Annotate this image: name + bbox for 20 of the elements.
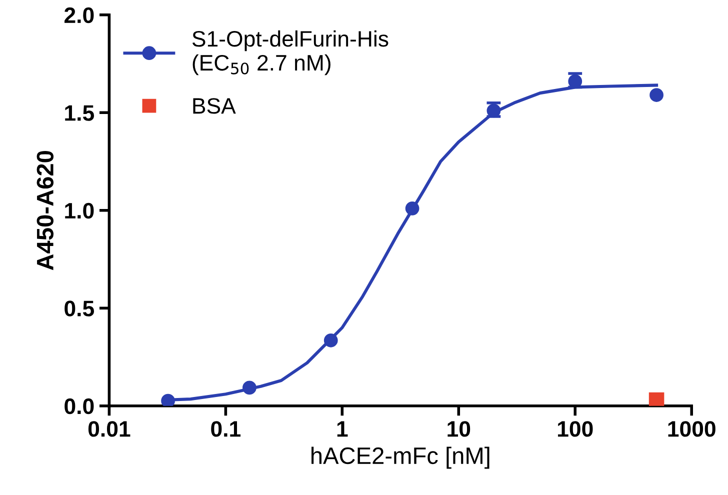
x-axis-title: hACE2-mFc [nM]	[312, 446, 490, 469]
y-tick-label: 1.0	[65, 202, 94, 219]
x-tick-label: 100	[558, 421, 593, 437]
y-axis-title: A450-A620	[36, 150, 54, 270]
legend-label: BSA	[193, 98, 236, 114]
x-tick-label: 0.01	[88, 421, 130, 437]
y-tick-label: 2.0	[64, 7, 94, 24]
y-tick-label: 0.0	[64, 398, 94, 414]
point	[405, 201, 420, 216]
x-tick-label: 1000	[668, 421, 716, 437]
point	[324, 333, 338, 348]
point	[242, 380, 256, 395]
y-tick-label: 1.5	[65, 105, 94, 121]
legend-label: S1-Opt-delFurin-His (EC$_{50}$ 2.7 nM)	[192, 30, 388, 76]
point	[650, 88, 664, 102]
point	[161, 394, 175, 406]
x-tick-label: 0.1	[211, 421, 241, 437]
x-tick-label: 10	[448, 421, 470, 437]
y-tick-label: 0.5	[64, 300, 94, 316]
x-tick-label: 1	[337, 421, 348, 437]
